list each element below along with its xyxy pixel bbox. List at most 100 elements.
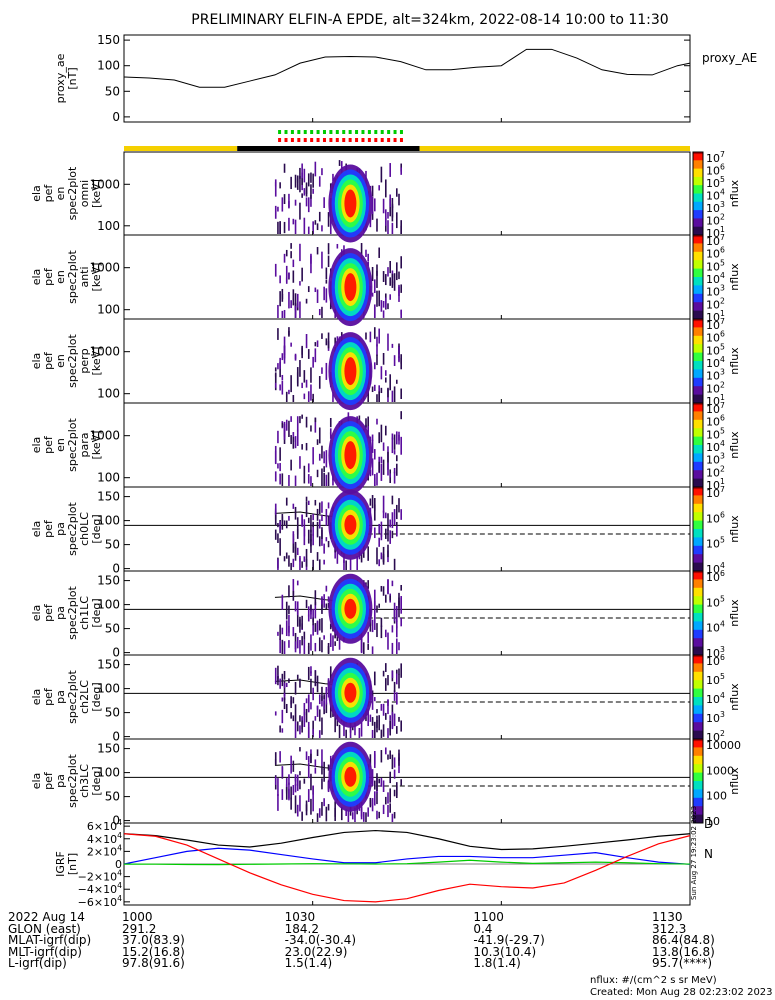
flux-cell	[307, 666, 310, 680]
flux-cell	[393, 434, 396, 450]
flux-cell	[321, 527, 323, 539]
flux-cell	[294, 795, 297, 814]
flux-cell	[307, 463, 310, 473]
flux-cell	[294, 681, 297, 695]
colorbar-segment	[693, 776, 703, 780]
y-axis-label: spec2plot	[66, 334, 79, 388]
flux-cell	[290, 251, 292, 259]
colorbar-segment	[693, 768, 703, 771]
flux-cell	[371, 211, 374, 220]
flux-cell	[325, 362, 328, 380]
colorbar-tick-label: 104	[706, 561, 725, 576]
flux-cell	[316, 439, 319, 445]
flux-cell	[367, 261, 369, 266]
flux-cell	[387, 303, 389, 310]
colorbar-segment	[693, 589, 703, 593]
flux-cell	[362, 642, 365, 654]
colorbar-segment	[693, 669, 703, 673]
flux-cell	[279, 291, 281, 307]
panel-frame	[123, 486, 691, 572]
flux-cell	[279, 538, 281, 556]
colorbar-segment	[693, 258, 703, 261]
flux-cell	[296, 175, 299, 190]
flux-cell	[310, 604, 312, 612]
footer-row-value: 1.8(1.4)	[473, 956, 521, 970]
colorbar-segment	[693, 787, 703, 790]
colorbar-segment	[693, 514, 703, 517]
colorbar-segment	[693, 812, 703, 816]
colorbar-segment	[693, 808, 703, 811]
flux-cell	[400, 584, 402, 591]
flux-cell	[329, 640, 332, 646]
flux-cell	[376, 336, 378, 347]
colorbar-tick-label: 104	[706, 691, 725, 706]
flux-cell	[395, 638, 398, 654]
flux-cell	[290, 176, 292, 190]
flux-cell	[292, 785, 295, 796]
flux-cell	[314, 417, 317, 433]
colorbar-segment	[693, 348, 703, 351]
colorbar-segment	[693, 785, 703, 788]
flux-cell	[391, 711, 394, 730]
flux-cell	[387, 754, 389, 760]
flux-cell	[387, 462, 389, 476]
flux-cell	[373, 504, 376, 521]
science-zone-marker	[284, 138, 288, 142]
flux-cell	[391, 222, 394, 234]
flux-cell	[325, 279, 328, 284]
science-zone-marker	[303, 130, 307, 134]
colorbar-segment	[693, 201, 703, 205]
flux-cell	[279, 638, 281, 654]
flux-cell	[371, 458, 374, 476]
flux-cell	[393, 608, 396, 622]
flux-cell	[325, 806, 328, 822]
chart-title: PRELIMINARY ELFIN-A EPDE, alt=324km, 202…	[191, 12, 668, 28]
colorbar-segment	[693, 392, 703, 396]
flux-cell	[376, 418, 378, 425]
colorbar-tick-label: 105	[706, 175, 725, 190]
colorbar-tick-label: 102	[706, 729, 725, 744]
flux-cell	[290, 416, 292, 422]
colorbar-segment	[693, 592, 703, 595]
flux-cell	[336, 546, 339, 564]
y-axis-label: ela	[30, 605, 43, 622]
flux-cell	[312, 687, 314, 701]
flux-cell	[314, 676, 317, 686]
flux-cell	[310, 514, 312, 533]
flux-cell	[299, 301, 301, 318]
flux-cell	[281, 380, 284, 395]
flux-cell	[389, 750, 391, 760]
flux-cell	[389, 261, 391, 274]
colorbar-segment	[693, 743, 703, 746]
science-zone-marker	[316, 138, 320, 142]
colorbar-segment	[693, 757, 703, 761]
flux-cell	[299, 243, 301, 262]
flux-cell	[274, 529, 277, 540]
colorbar-segment	[693, 774, 703, 778]
flux-cell	[321, 597, 323, 614]
colorbar-segment	[693, 304, 703, 307]
colorbar-segment	[693, 810, 703, 813]
flux-cell	[318, 536, 321, 547]
flux-cell	[303, 465, 306, 484]
flux-cell	[376, 264, 378, 276]
flux-cell	[283, 253, 286, 263]
colorbar-segment	[693, 760, 703, 763]
flux-cell	[323, 451, 325, 464]
flux-cell	[327, 804, 330, 811]
flux-cell	[310, 634, 312, 651]
colorbar-segment	[693, 300, 703, 303]
flux-cell	[316, 521, 319, 538]
flux-cell	[281, 422, 284, 428]
colorbar-segment	[693, 556, 703, 559]
flux-cell	[316, 620, 319, 635]
flux-cell	[358, 415, 361, 420]
flux-cell	[303, 370, 306, 383]
colorbar-segment	[693, 598, 703, 601]
colorbar-segment	[693, 781, 703, 784]
colorbar-segment	[693, 216, 703, 219]
flux-cell	[307, 517, 310, 524]
colorbar-segment	[693, 329, 703, 333]
science-zone-marker	[335, 130, 339, 134]
flux-cell	[387, 267, 389, 277]
